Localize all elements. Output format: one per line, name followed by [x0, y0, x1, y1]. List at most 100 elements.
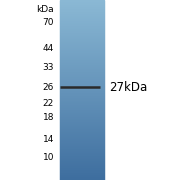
Bar [60, 50, 104, 51]
Text: kDa: kDa [36, 4, 54, 14]
Bar [60, 68, 104, 69]
Bar [60, 24, 104, 25]
Bar [60, 113, 104, 114]
Bar [60, 75, 104, 76]
Bar [60, 49, 104, 50]
Text: 18: 18 [42, 113, 54, 122]
Bar [60, 153, 104, 154]
Bar [60, 16, 104, 17]
Bar [60, 80, 104, 81]
Bar [60, 59, 104, 60]
Bar [60, 173, 104, 174]
Bar [60, 33, 104, 34]
Bar [60, 133, 104, 134]
Bar [60, 84, 104, 85]
Text: 22: 22 [43, 99, 54, 108]
Text: 26: 26 [43, 83, 54, 92]
Bar [60, 112, 104, 113]
Bar [60, 132, 104, 133]
Bar [60, 135, 104, 136]
Text: 33: 33 [42, 63, 54, 72]
Bar [60, 147, 104, 148]
Bar [60, 93, 104, 94]
Bar [60, 127, 104, 128]
Bar [60, 29, 104, 30]
Bar [60, 81, 104, 82]
Bar [60, 76, 104, 77]
Bar [60, 160, 104, 161]
Bar [60, 30, 104, 31]
Bar [60, 105, 104, 106]
Bar [60, 18, 104, 19]
Bar [60, 72, 104, 73]
Bar [60, 56, 104, 57]
Bar [60, 134, 104, 135]
Bar [60, 20, 104, 21]
Bar [60, 74, 104, 75]
Bar [60, 27, 104, 28]
Bar [60, 13, 104, 14]
Bar [60, 152, 104, 153]
Bar [60, 71, 104, 72]
Bar [60, 108, 104, 109]
Bar [60, 2, 104, 3]
Bar [60, 86, 104, 87]
Bar [60, 79, 104, 80]
Bar [60, 126, 104, 127]
Bar [60, 145, 104, 146]
Text: 27kDa: 27kDa [109, 81, 147, 94]
Bar [60, 159, 104, 160]
Bar [60, 57, 104, 58]
Bar [60, 14, 104, 15]
Bar [60, 125, 104, 126]
Bar [60, 178, 104, 179]
Bar [60, 25, 104, 26]
Text: 70: 70 [42, 18, 54, 27]
Bar [60, 142, 104, 143]
Bar [60, 170, 104, 171]
Bar [60, 67, 104, 68]
Bar [60, 34, 104, 35]
Bar [60, 114, 104, 115]
Bar [60, 82, 104, 83]
Bar [60, 140, 104, 141]
Bar [60, 168, 104, 169]
Bar [60, 38, 104, 39]
Bar [60, 15, 104, 16]
Bar [60, 55, 104, 56]
Bar [60, 95, 104, 96]
Bar [60, 60, 104, 61]
Bar [60, 92, 104, 93]
Bar [60, 115, 104, 116]
Bar [60, 157, 104, 158]
Bar [60, 10, 104, 11]
Bar [60, 107, 104, 108]
Bar [60, 97, 104, 98]
Bar [60, 9, 104, 10]
Bar [60, 8, 104, 9]
Bar [60, 119, 104, 120]
Bar [60, 65, 104, 66]
Bar [60, 63, 104, 64]
Text: 14: 14 [43, 135, 54, 144]
Bar [60, 158, 104, 159]
Bar [60, 54, 104, 55]
Bar [60, 48, 104, 49]
Text: 10: 10 [42, 153, 54, 162]
Bar [60, 42, 104, 43]
Bar [60, 120, 104, 121]
Bar [60, 118, 104, 119]
Bar [60, 116, 104, 117]
Bar [60, 31, 104, 32]
Bar [60, 61, 104, 62]
Bar [60, 21, 104, 22]
Bar [60, 164, 104, 165]
Bar [60, 22, 104, 23]
Bar [60, 150, 104, 151]
Bar [60, 1, 104, 2]
Bar [60, 161, 104, 162]
Bar [60, 148, 104, 149]
Bar [60, 100, 104, 101]
Bar [60, 62, 104, 63]
Bar [60, 12, 104, 13]
